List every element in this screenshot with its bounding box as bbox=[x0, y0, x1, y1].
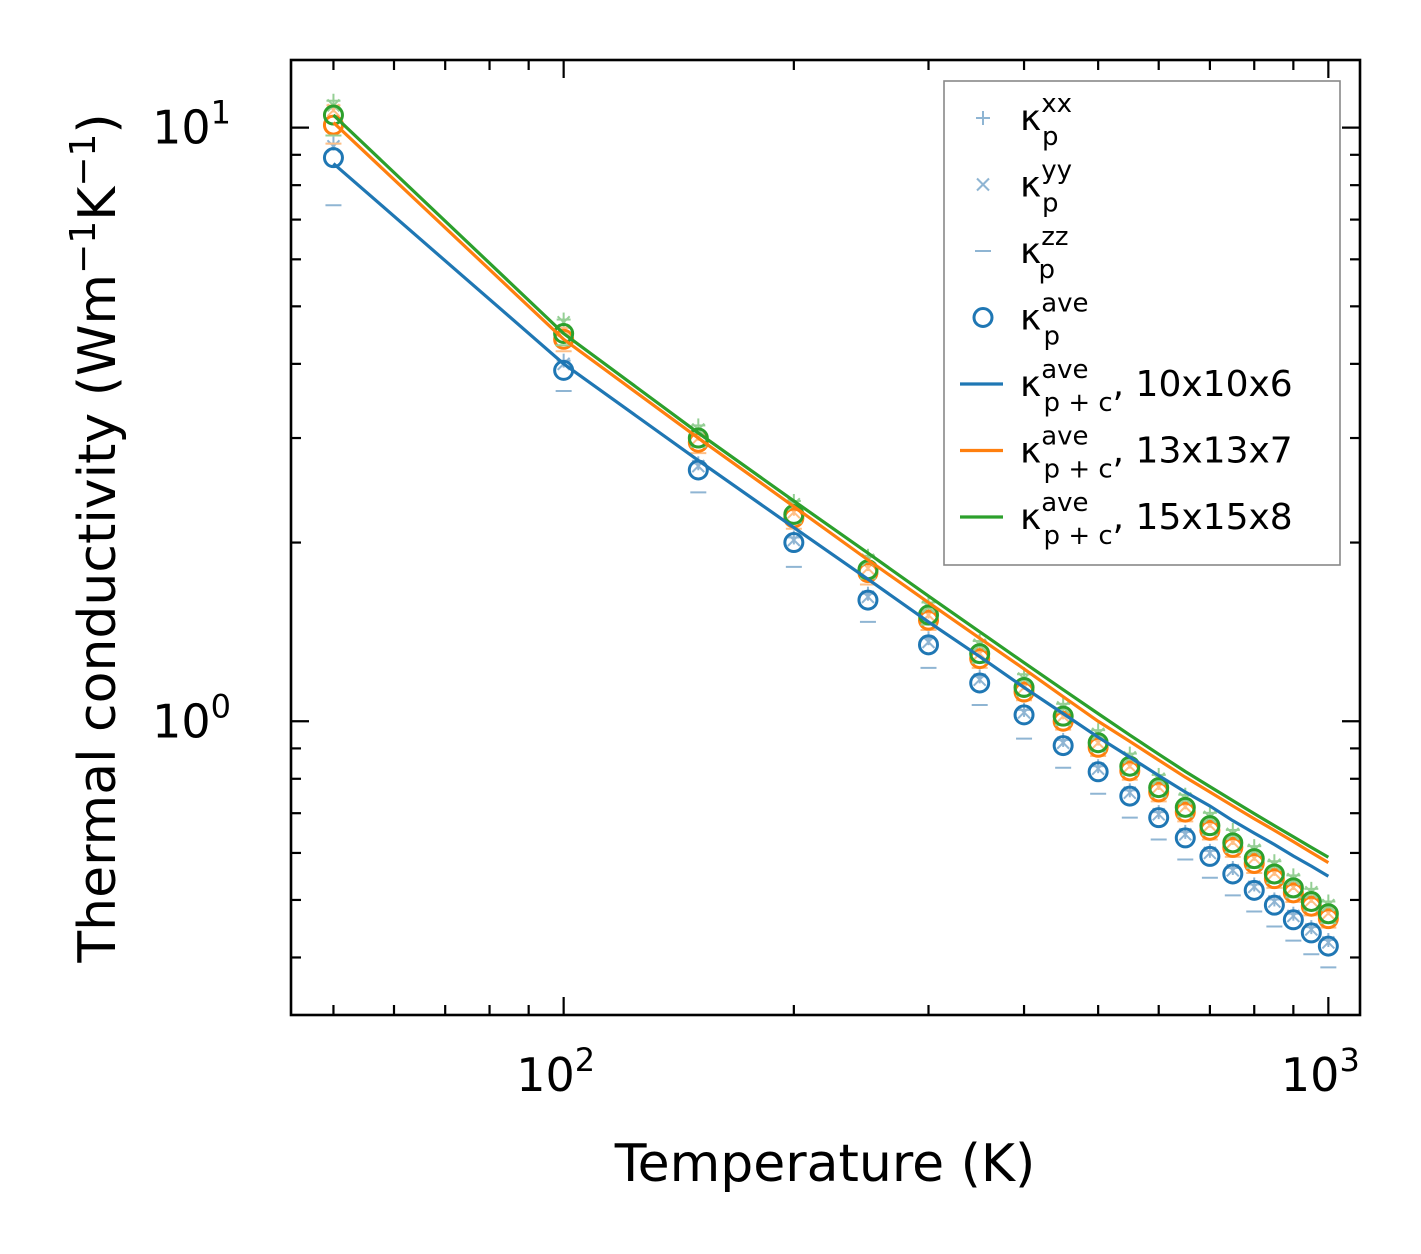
x-tick-label: 102 bbox=[516, 1041, 595, 1102]
marker-kappa-ave bbox=[857, 589, 879, 611]
legend-label: κave p + c, 13x13x7 bbox=[1020, 422, 1293, 485]
marker-kappa-ave bbox=[322, 147, 344, 169]
line-kappa-pc-13x13x7 bbox=[332, 121, 1330, 864]
marker-kappa-ave bbox=[969, 643, 991, 665]
legend-label: κyy p bbox=[1020, 156, 1072, 219]
marker-kappa-ave bbox=[1119, 785, 1141, 807]
y-axis-label: Thermal conductivity (Wm−1K−1) bbox=[63, 113, 128, 963]
y-tick-label: 101 bbox=[152, 94, 231, 155]
x-tick-label: 103 bbox=[1281, 1041, 1360, 1102]
legend-label: κave p + c, 15x15x8 bbox=[1020, 488, 1293, 551]
marker-kappa-ave bbox=[1263, 894, 1285, 916]
marker-kappa-ave bbox=[1174, 796, 1196, 818]
legend-entry-ave: κave p bbox=[972, 289, 1089, 352]
marker-kappa-ave bbox=[1282, 877, 1304, 899]
marker-kappa-ave bbox=[918, 634, 940, 656]
legend-marker-handle bbox=[976, 177, 990, 192]
legend-label: κave p bbox=[1020, 289, 1089, 352]
marker-kappa-ave bbox=[1243, 879, 1265, 901]
marker-kappa-ave bbox=[1199, 845, 1221, 867]
marker-kappa-ave bbox=[1052, 705, 1074, 727]
marker-kappa-ave bbox=[1148, 777, 1170, 799]
line-kappa-pc-15x15x8 bbox=[332, 113, 1330, 859]
marker-kappa-ave bbox=[1317, 903, 1339, 925]
tick-labels: 102 103 100 101 bbox=[152, 94, 1360, 1102]
legend-entry-pc13: κave p + c, 13x13x7 bbox=[960, 422, 1293, 485]
marker-kappa-ave bbox=[1013, 704, 1035, 726]
legend-label: κxx p bbox=[1020, 89, 1072, 152]
legend-entry-xx: κxx p bbox=[976, 89, 1072, 152]
series-10x10x6 bbox=[322, 136, 1339, 969]
y-tick-label: 100 bbox=[152, 687, 231, 748]
marker-kappa-ave bbox=[783, 532, 805, 554]
marker-kappa-ave bbox=[553, 322, 575, 344]
legend-entry-pc15: κave p + c, 15x15x8 bbox=[960, 488, 1293, 551]
marker-kappa-ave bbox=[1013, 676, 1035, 698]
marker-kappa-ave bbox=[1174, 827, 1196, 849]
plot-series bbox=[322, 93, 1339, 969]
legend-marker-handle bbox=[972, 307, 994, 328]
marker-kappa-ave bbox=[1300, 922, 1322, 944]
plot-frame bbox=[289, 58, 1362, 1017]
marker-kappa-ave bbox=[1148, 807, 1170, 829]
marker-kappa-ave bbox=[1222, 832, 1244, 854]
line-kappa-pc-10x10x6 bbox=[332, 162, 1330, 878]
marker-kappa-ave bbox=[1282, 909, 1304, 931]
legend-box bbox=[943, 80, 1341, 566]
marker-kappa-ave bbox=[1052, 735, 1074, 757]
legend-label: κzz p bbox=[1020, 222, 1069, 285]
marker-kappa-ave bbox=[1222, 863, 1244, 885]
marker-kappa-ave bbox=[1243, 848, 1265, 870]
marker-kappa-ave bbox=[1263, 863, 1285, 885]
legend-label: κave p + c, 10x10x6 bbox=[1020, 355, 1293, 418]
series-15x15x8 bbox=[322, 93, 1339, 925]
legend-entry-pc10: κave p + c, 10x10x6 bbox=[960, 355, 1293, 418]
x-axis-label: Temperature (K) bbox=[614, 1134, 1036, 1194]
legend-entry-yy: κyy p bbox=[976, 156, 1072, 219]
marker-kappa-ave bbox=[1300, 890, 1322, 912]
marker-kappa-ave bbox=[1317, 935, 1339, 957]
legend-entry-zz: κzz p bbox=[975, 222, 1069, 285]
marker-kappa-ave bbox=[1199, 815, 1221, 837]
marker-kappa-ave bbox=[1087, 761, 1109, 783]
marker-kappa-ave bbox=[969, 672, 991, 694]
axis-ticks bbox=[291, 60, 1360, 1015]
